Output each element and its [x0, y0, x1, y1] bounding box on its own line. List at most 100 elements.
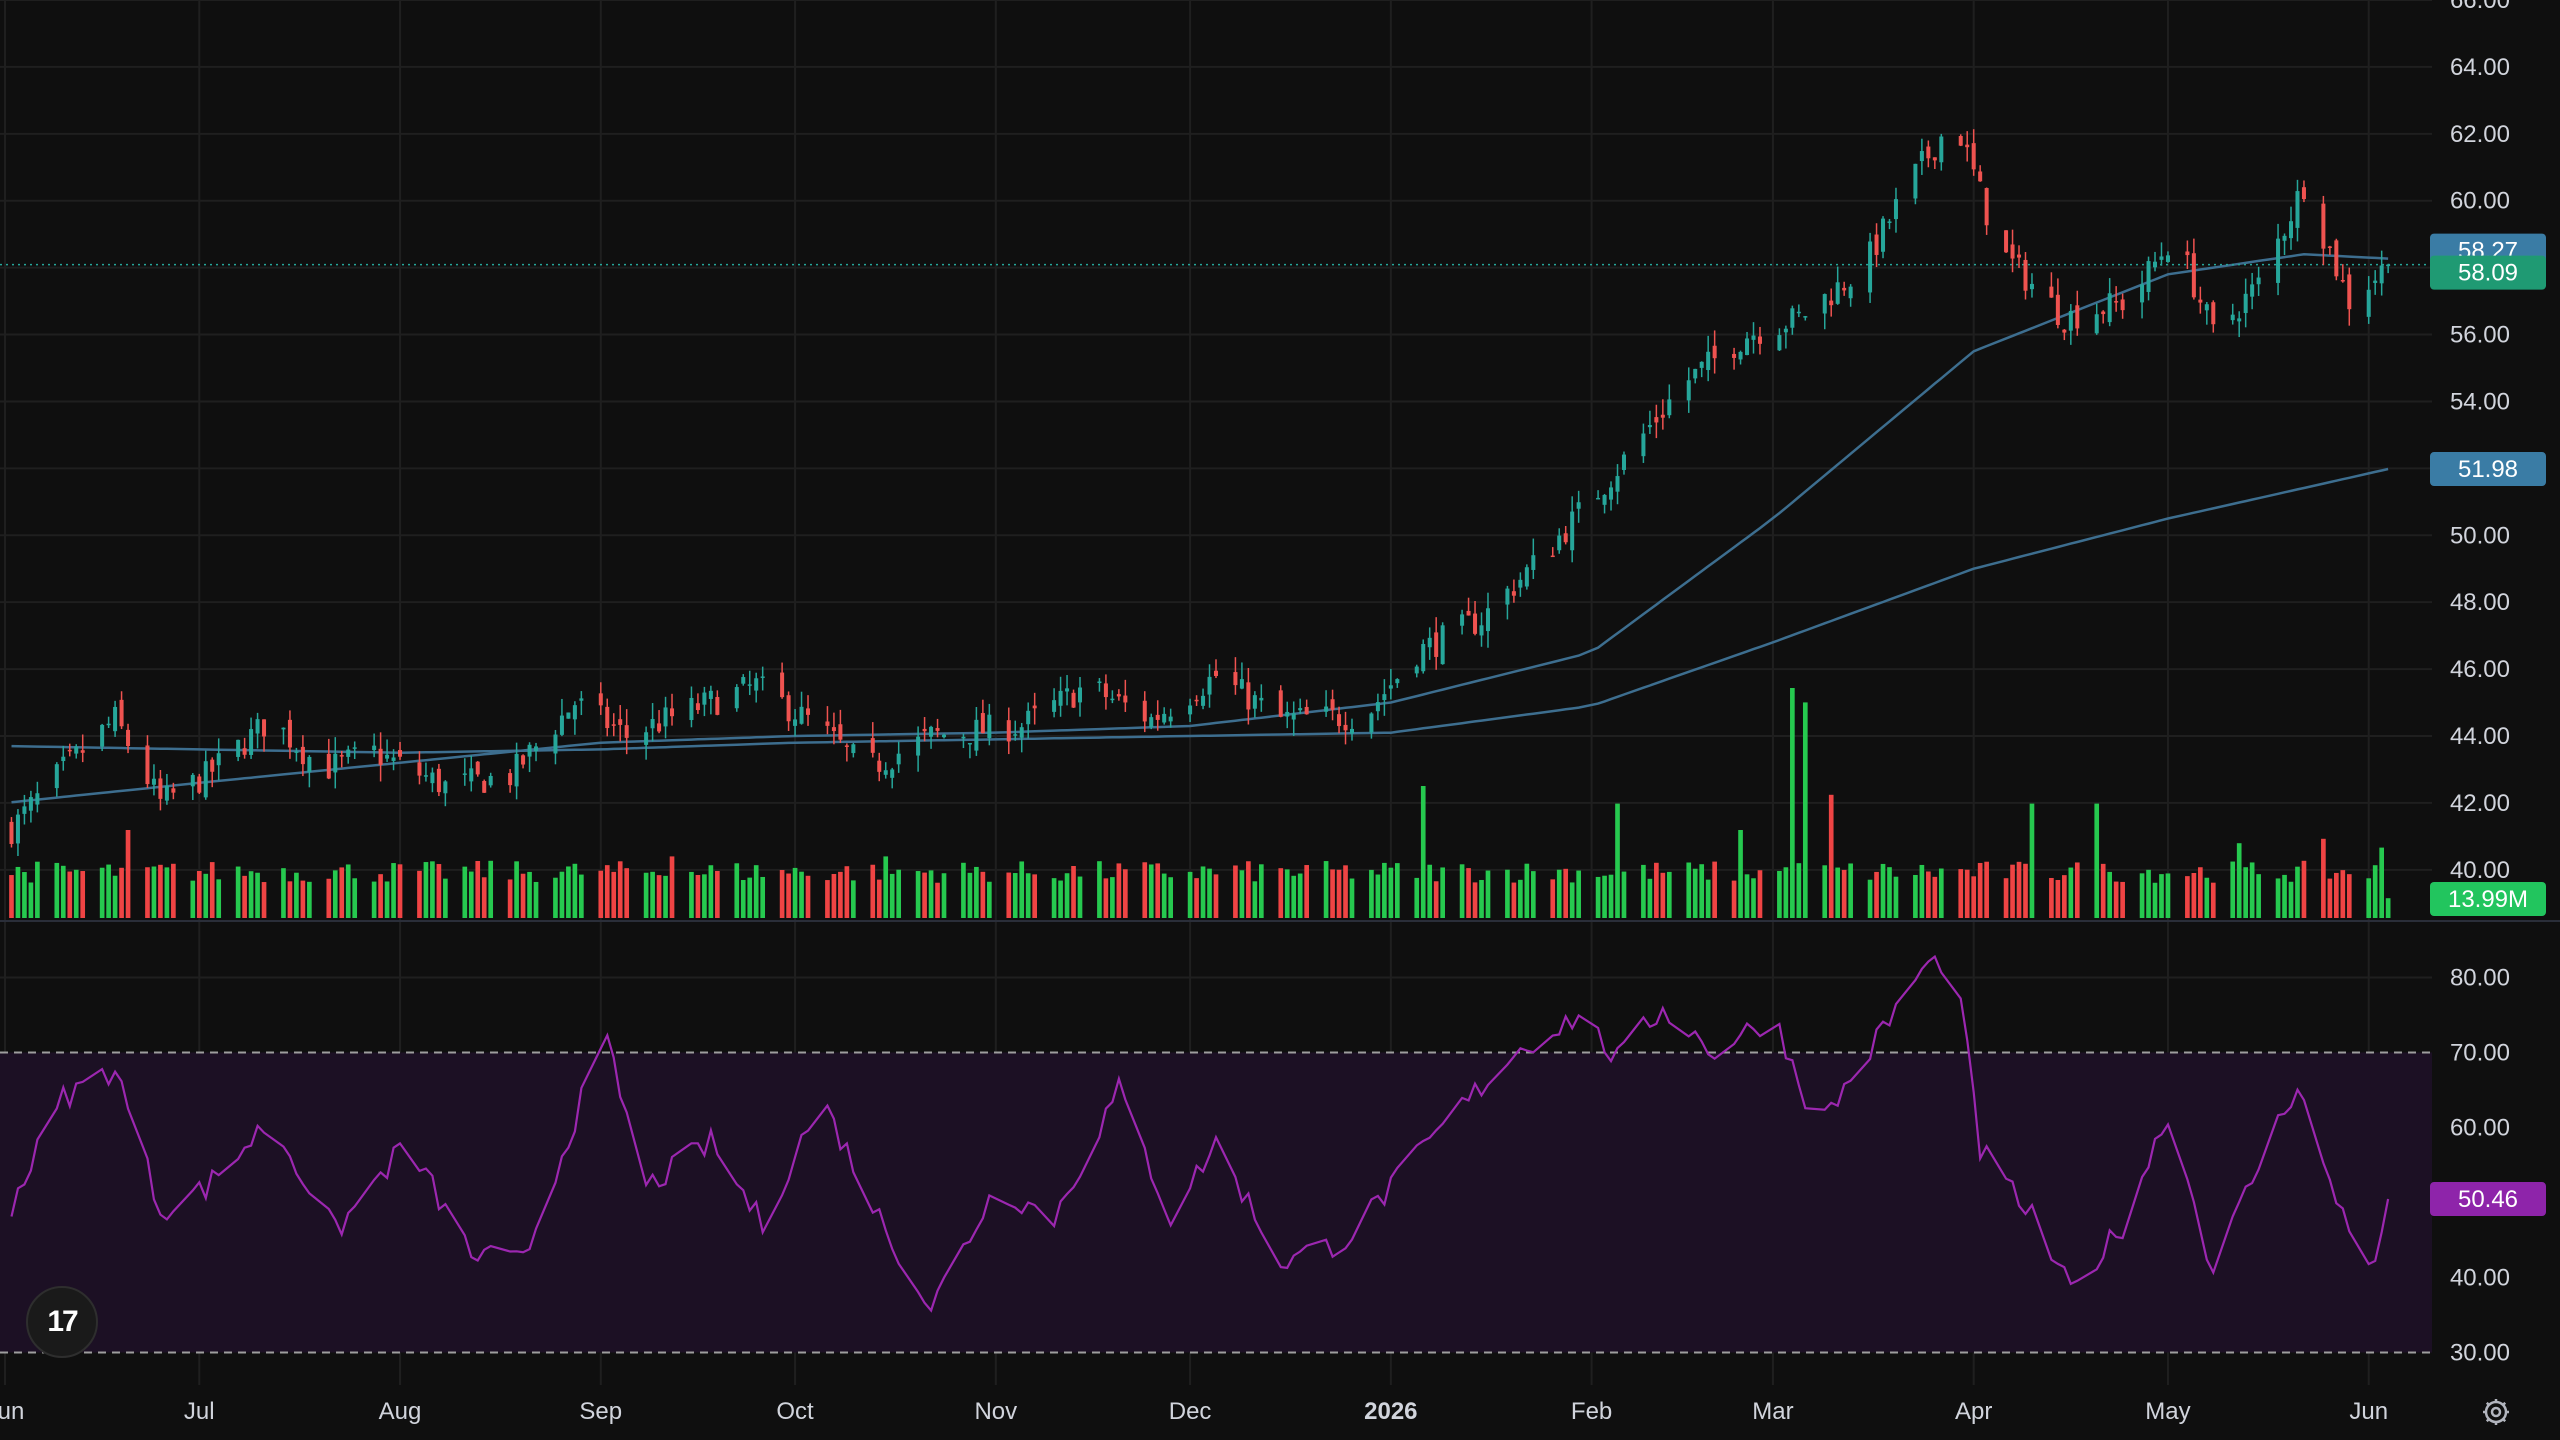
volume-bar — [2003, 878, 2009, 918]
candle-body — [119, 699, 124, 727]
candle — [2140, 270, 2145, 319]
candle-body — [2211, 302, 2216, 325]
candle-body — [579, 698, 584, 701]
volume-bar — [1433, 881, 1439, 918]
time-axis-label: 2026 — [1364, 1398, 1417, 1425]
candle-body — [1110, 698, 1115, 701]
candle-body — [1485, 608, 1490, 632]
candle-body — [1609, 487, 1614, 500]
candle-body — [1052, 700, 1057, 712]
candle — [2373, 270, 2378, 295]
volume-bar — [1414, 877, 1420, 918]
volume-bar — [1984, 861, 1989, 918]
candle — [35, 781, 40, 813]
time-axis-label: Dec — [1169, 1398, 1212, 1425]
candle — [1745, 331, 1750, 356]
tradingview-logo[interactable]: 17 — [26, 1286, 98, 1358]
candle — [61, 745, 66, 771]
volume-bar — [604, 865, 610, 918]
volume-bar — [2159, 874, 2164, 918]
candle — [987, 703, 992, 746]
candle — [113, 700, 118, 737]
candle — [1874, 223, 1879, 268]
candle-body — [754, 678, 759, 691]
candle — [1285, 701, 1290, 729]
candle-body — [1524, 567, 1529, 587]
candle-body — [1745, 338, 1750, 356]
time-axis-label: Aug — [379, 1398, 422, 1425]
candle — [1796, 304, 1801, 318]
candle-body — [378, 748, 383, 765]
candle — [2282, 233, 2287, 256]
candle-body — [2010, 244, 2015, 259]
candle-body — [1518, 579, 1523, 588]
candle-body — [618, 719, 623, 725]
price-axis-label: 50.00 — [2450, 522, 2510, 549]
candle-body — [624, 725, 629, 738]
candle — [1822, 293, 1827, 330]
candle-body — [2120, 299, 2125, 311]
candle-body — [1369, 713, 1374, 733]
volume-bar — [371, 881, 377, 918]
candle-body — [760, 676, 765, 678]
volume-bar — [2198, 867, 2203, 918]
volume-bar — [2334, 872, 2339, 918]
candle-body — [1926, 146, 1931, 159]
settings-button[interactable] — [2476, 1392, 2516, 1432]
candle-body — [1693, 368, 1698, 379]
rsi-axis-label: 80.00 — [2450, 965, 2510, 992]
candle-body — [1887, 221, 1892, 223]
volume-bar — [1686, 862, 1692, 918]
candle-body — [333, 753, 338, 773]
volume-bar — [2204, 877, 2210, 918]
volume-bar — [896, 869, 902, 918]
volume-bar — [1064, 873, 1070, 918]
candle — [1019, 722, 1024, 753]
volume-bar — [851, 880, 856, 918]
candle-body — [352, 747, 357, 749]
candle-body — [158, 778, 163, 799]
candle-body — [1285, 711, 1290, 717]
volume-bar — [2029, 803, 2035, 918]
candle-body — [987, 714, 992, 739]
volume-bar — [151, 866, 157, 918]
candle-body — [974, 719, 979, 751]
candle — [1103, 674, 1108, 710]
candle — [1881, 216, 1886, 259]
candle — [922, 717, 927, 742]
candle-body — [2094, 314, 2099, 334]
volume-bar — [15, 866, 21, 918]
candle-body — [1382, 694, 1387, 701]
candle — [980, 699, 985, 734]
volume-bar — [663, 875, 668, 918]
volume-bar — [1971, 876, 1977, 918]
candle-body — [1123, 695, 1128, 703]
candle — [844, 743, 849, 762]
candle-body — [1531, 555, 1536, 570]
candle-body — [1647, 425, 1652, 428]
volume-tag: 13.99M — [2430, 882, 2546, 916]
price-axis-label: 66.00 — [2450, 0, 2510, 14]
candle-body — [145, 745, 150, 785]
volume-bar — [1867, 879, 1873, 918]
candle-body — [1414, 666, 1419, 674]
volume-bar — [1848, 863, 1853, 918]
volume-bar — [1284, 869, 1290, 918]
candle-body — [1822, 294, 1827, 314]
candle-body — [1848, 286, 1853, 299]
candle-body — [2023, 259, 2028, 291]
candle — [1647, 410, 1652, 434]
candle-body — [1751, 335, 1756, 340]
volume-bar — [443, 878, 448, 918]
volume-bar — [468, 871, 474, 918]
candle — [838, 709, 843, 743]
moving-averages — [0, 253, 2432, 804]
candle-body — [2114, 301, 2119, 303]
candle-body — [1330, 699, 1335, 710]
candle-body — [831, 727, 836, 732]
candle — [1149, 713, 1154, 730]
candle — [825, 706, 830, 735]
volume-bar — [1505, 869, 1510, 918]
volume-bar — [941, 873, 947, 918]
